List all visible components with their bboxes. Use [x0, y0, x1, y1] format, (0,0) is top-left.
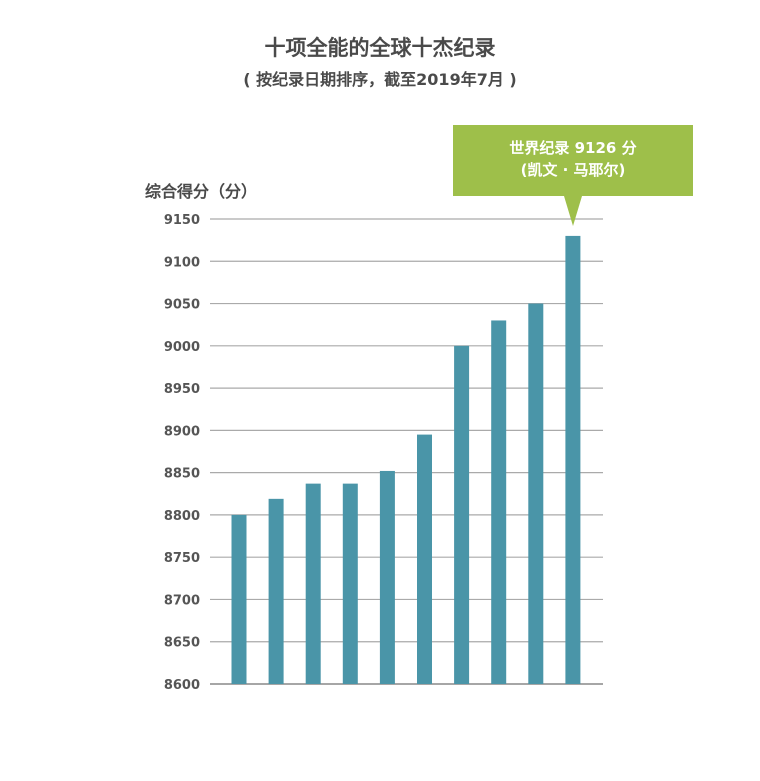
bar: [342, 483, 358, 684]
bar: [231, 514, 247, 684]
y-tick-label: 9000: [164, 340, 200, 355]
y-tick-labels: 9150 9100 9050 9000 8950 8900 8850 8800 8750 8700…: [164, 213, 200, 693]
world-record-callout: 世界纪录 9126 分 (凯文 · 马耶尔): [453, 125, 693, 196]
y-axis-label: 综合得分（分）: [145, 182, 258, 201]
y-tick-label: 8800: [164, 509, 200, 524]
y-tick-label: 8900: [164, 424, 200, 439]
bar: [565, 235, 581, 684]
y-tick-label: 9050: [164, 298, 200, 313]
bar: [268, 498, 284, 684]
y-tick-label: 8600: [164, 678, 200, 693]
y-tick-label: 8700: [164, 593, 200, 608]
bar: [305, 483, 321, 684]
bars: [231, 235, 581, 684]
callout-line1: 世界纪录 9126 分: [509, 139, 637, 157]
callout-pointer: [564, 196, 582, 226]
y-tick-label: 8750: [164, 551, 200, 566]
y-tick-label: 8850: [164, 467, 200, 482]
y-tick-label: 8950: [164, 382, 200, 397]
bar: [454, 345, 470, 684]
bar: [491, 320, 507, 684]
chart-subtitle: ( 按纪录日期排序，截至2019年7月 ): [243, 70, 517, 89]
y-tick-label: 9100: [164, 255, 200, 270]
callout-line2: (凯文 · 马耶尔): [520, 161, 626, 179]
bar: [379, 470, 395, 684]
chart-title: 十项全能的全球十杰纪录: [264, 36, 496, 60]
y-tick-label: 8650: [164, 636, 200, 651]
bar: [417, 434, 432, 684]
bar: [528, 303, 544, 684]
y-tick-label: 9150: [164, 213, 200, 228]
